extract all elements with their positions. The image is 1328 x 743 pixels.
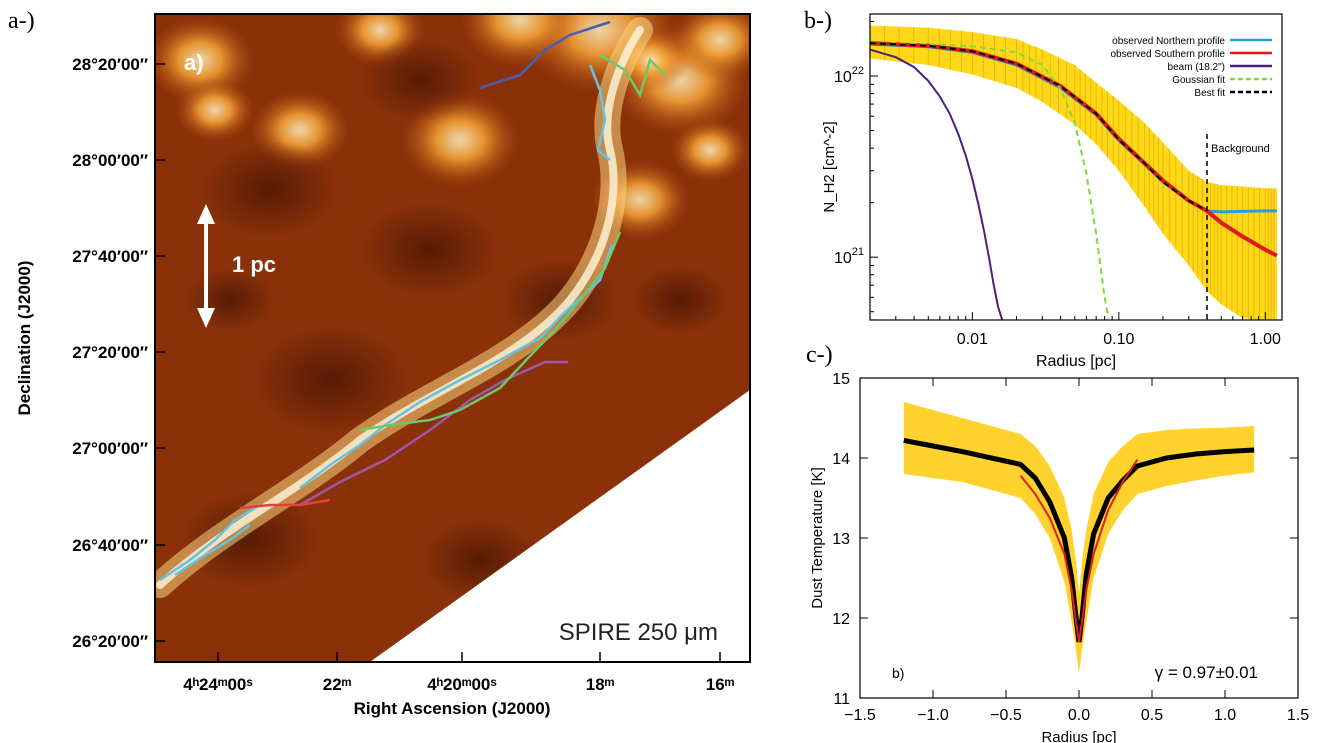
- x-tick-label-c: −1.5: [844, 707, 876, 724]
- panel-label-b: b-): [804, 8, 832, 34]
- y-tick-label-a: 27°00′00″: [72, 439, 148, 458]
- y-tick-label-a: 27°20′00″: [72, 343, 148, 362]
- y-tick-label-c: 15: [832, 371, 850, 388]
- x-tick-label-c: 0.0: [1068, 707, 1090, 724]
- map-bright-region: [670, 118, 750, 182]
- x-tick-label-c: 1.5: [1287, 707, 1309, 724]
- chart-b: Background 0.01 0.10 1.00 1022 1021 Radius [pc…: [821, 13, 1283, 370]
- y-axis-label-b: N_H2 [cm^-2]: [821, 121, 838, 212]
- map-dark-region: [360, 38, 480, 122]
- scale-bar: [197, 204, 215, 328]
- plot-area-b: [870, 25, 1278, 320]
- y-tick-exponent-b: 21: [852, 246, 864, 258]
- y-tick-label-a: 28°00′00″: [72, 151, 148, 170]
- chart-c: −1.5 −1.0 −0.5 0.0 0.5 1.0 1.5 11 12 13 14 15 Radius…: [809, 371, 1309, 743]
- x-tick-label-c: 0.5: [1141, 707, 1163, 724]
- x-tick-label-a: 16ᵐ: [706, 675, 735, 694]
- y-tick-label-a: 28°20′00″: [72, 55, 148, 74]
- x-axis-label-a: Right Ascension (J2000): [354, 699, 551, 718]
- series-line-b: [870, 42, 1208, 212]
- filament-ridge: [156, 26, 644, 589]
- y-tick-exponent-b: 22: [852, 65, 864, 77]
- inset-label-c: b): [892, 665, 904, 681]
- legend-label-b: Best fit: [1194, 88, 1225, 99]
- x-tick-label-a: 4ʰ24ᵐ00ˢ: [183, 675, 253, 694]
- filament-track: [599, 53, 666, 99]
- y-tick-label-c: 13: [832, 531, 850, 548]
- y-tick-label-a: 26°40′00″: [72, 536, 148, 555]
- filament-track: [239, 498, 331, 510]
- x-axis-label-b: Radius [pc]: [1036, 353, 1116, 370]
- filament-track: [159, 503, 261, 582]
- x-tick-label-c: 1.0: [1214, 707, 1236, 724]
- map-blank-region: [370, 390, 750, 662]
- map-bright-region: [670, 14, 750, 80]
- instrument-label: SPIRE 250 μm: [559, 619, 718, 646]
- background-label: Background: [1211, 143, 1270, 155]
- map-dark-region: [630, 265, 730, 335]
- legend-label-b: beam (18.2"): [1168, 62, 1225, 73]
- legend-label-b: observed Southern profile: [1110, 49, 1225, 60]
- y-tick-label-c: 11: [833, 691, 850, 708]
- map-inset-label: a): [184, 50, 204, 75]
- filament-track: [479, 20, 611, 90]
- filament-track: [174, 524, 251, 577]
- legend-label-b: Goussian fit: [1172, 75, 1225, 86]
- chart-a: 4ʰ24ᵐ00ˢ 22ᵐ 4ʰ20ᵐ00ˢ 18ᵐ 16ᵐ 28°20′00″ 28°00′…: [15, 13, 751, 718]
- y-tick-label-c: 14: [832, 451, 850, 468]
- scale-bar-label: 1 pc: [232, 252, 276, 277]
- gamma-annotation: γ = 0.97±0.01: [1155, 663, 1258, 682]
- series-line-c: [1019, 459, 1139, 643]
- panel-label-a: a-): [8, 8, 35, 34]
- x-tick-label-a: 4ʰ20ᵐ00ˢ: [427, 675, 497, 694]
- y-axis-label-a: Declination (J2000): [15, 261, 34, 416]
- error-band-c: [903, 402, 1255, 674]
- map-frame: [154, 13, 751, 663]
- x-tick-label-c: −0.5: [990, 707, 1022, 724]
- x-tick-label-a: 22ᵐ: [323, 675, 352, 694]
- map-bright-region: [460, 14, 580, 68]
- map-dark-region: [200, 141, 340, 239]
- map-dark-region: [360, 201, 500, 299]
- map-dark-region: [250, 324, 410, 436]
- filament-track: [299, 244, 614, 489]
- legend-b: observed Northern profile observed Southe…: [1110, 36, 1272, 99]
- map-dark-region: [185, 268, 275, 332]
- x-tick-label-b: 0.10: [1103, 331, 1134, 348]
- y-tick-label-b: 1022: [834, 65, 864, 86]
- y-tick-label-a: 26°20′00″: [72, 632, 148, 651]
- y-tick-label-b: 1021: [834, 246, 864, 267]
- plot-frame-b: [869, 13, 1283, 321]
- y-axis-label-c: Dust Temperature [K]: [809, 467, 826, 608]
- x-axis-label-c: Radius [pc]: [1041, 729, 1116, 743]
- filament-track: [299, 360, 568, 507]
- series-line-b: [870, 42, 1110, 319]
- y-tick-label-a: 27°40′00″: [72, 247, 148, 266]
- error-band-b: [870, 25, 1277, 320]
- filament-track: [359, 231, 622, 432]
- y-tick-label-c: 12: [832, 611, 850, 628]
- x-tick-label-b: 0.01: [957, 331, 988, 348]
- panel-label-c: c-): [806, 342, 833, 368]
- series-line-b: [870, 48, 1004, 320]
- x-tick-label-b: 1.00: [1250, 331, 1281, 348]
- x-tick-label-c: −1.0: [917, 707, 949, 724]
- x-tick-label-a: 18ᵐ: [586, 675, 615, 694]
- legend-label-b: observed Northern profile: [1112, 36, 1225, 47]
- map-bright-region: [175, 78, 255, 142]
- filament-track: [588, 64, 611, 161]
- map-dark-region: [180, 491, 320, 589]
